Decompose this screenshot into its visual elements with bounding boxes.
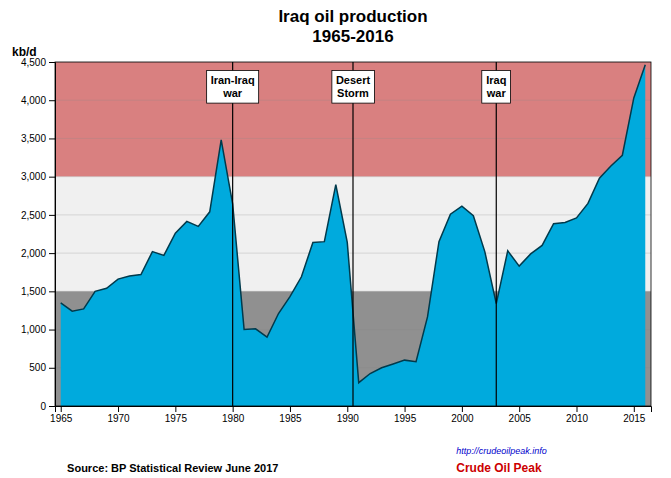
tick-label: 500 [29,362,46,373]
tick: 2010 [566,406,589,424]
plot-area [55,62,651,406]
tick-mark [577,406,578,412]
tick: 2000 [451,406,474,424]
tick-label: 2,500 [21,210,46,221]
tick: 2,500 [21,210,55,221]
tick-label: 4,000 [21,95,46,106]
source: Source: BP Statistical Review June 2017 [67,462,278,474]
annotation-box [207,70,259,103]
tick-label: 2000 [451,413,474,424]
annotation-text: DesertStorm [336,74,371,99]
tick: 1965 [50,406,73,424]
axis-line [49,63,56,407]
y-axis-label: kb/d [12,45,37,59]
tick: 500 [29,362,55,373]
event-line [352,62,353,406]
tick-mark [49,330,55,331]
annotation-text: Iraqwar [486,74,507,99]
tick: 1980 [222,406,245,424]
tick: 1,500 [21,286,55,297]
annotation-box [482,70,511,103]
tick: 2005 [509,406,532,424]
credit: Crude Oil Peak [456,461,542,475]
tick-label: 1980 [222,413,245,424]
annotation-line: war [486,87,507,99]
tick-mark [49,368,55,369]
tick-mark [405,406,406,412]
y-axis: 05001,0001,5002,0002,5003,0003,5004,0004… [21,57,56,412]
annotation-box [332,70,375,103]
tick-label: 2,000 [21,248,46,259]
tick: 2015 [623,406,646,424]
tick-mark [49,406,55,407]
tick: 1,000 [21,324,55,335]
tick: 3,000 [21,171,55,182]
tick-label: 1965 [50,413,73,424]
tick-label: 3,500 [21,133,46,144]
annotation-line: Storm [337,87,369,99]
tick-mark [49,138,55,139]
grid [55,62,651,406]
tick-label: 2010 [566,413,589,424]
annotation-line: Desert [336,74,371,86]
annotation: DesertStorm [332,70,375,103]
tick-label: 1995 [394,413,417,424]
tick: 1970 [107,406,130,424]
chart: 1965 1970 1975 1980 1985 1990 1995 2000 2005 2010… [0,0,671,478]
tick-label: 2005 [509,413,532,424]
tick-mark [634,406,635,412]
annotation: Iraqwar [482,70,511,103]
subtitle: 1965-2016 [312,27,393,46]
tick: 3,500 [21,133,55,144]
tick-mark [49,62,55,63]
tick: 1975 [165,406,188,424]
tick-mark [49,291,55,292]
tick-label: 2015 [623,413,646,424]
tick-label: 3,000 [21,171,46,182]
tick-label: 1975 [165,413,188,424]
tick-mark [462,406,463,412]
credit: http://crudeoilpeak.info [456,446,547,456]
tick-label: 1,000 [21,324,46,335]
tick-mark [49,215,55,216]
tick-mark [290,406,291,412]
tick-label: 1990 [337,413,360,424]
event-line [496,62,497,406]
tick: 1985 [279,406,302,424]
tick-mark [175,406,176,412]
annotation-text: Iran-Iraqwar [211,74,255,99]
plot-frame [55,62,651,406]
tick-mark [519,406,520,412]
annotation-line: Iran-Iraq [211,74,255,86]
tick: 2,000 [21,248,55,259]
event-line [232,62,233,406]
tick-mark [61,406,62,412]
tick-mark [49,100,55,101]
tick-label: 1985 [279,413,302,424]
annotation: Iran-Iraqwar [207,70,259,103]
tick-mark [118,406,119,412]
x-axis: 1965 1970 1975 1980 1985 1990 1995 2000 2005 2010… [50,406,651,424]
tick-mark [49,177,55,178]
tick-mark [49,253,55,254]
tick: 1995 [394,406,417,424]
tick: 0 [40,401,55,412]
axis-line [56,407,652,413]
tick-label: 1970 [107,413,130,424]
tick-mark [347,406,348,412]
title: Iraq oil production [278,7,427,26]
tick: 1990 [337,406,360,424]
annotation-line: Iraq [486,74,506,86]
tick-label: 1,500 [21,286,46,297]
tick: 4,000 [21,95,55,106]
tick-label: 0 [40,401,46,412]
annotation-line: war [222,87,243,99]
tick-mark [233,406,234,412]
